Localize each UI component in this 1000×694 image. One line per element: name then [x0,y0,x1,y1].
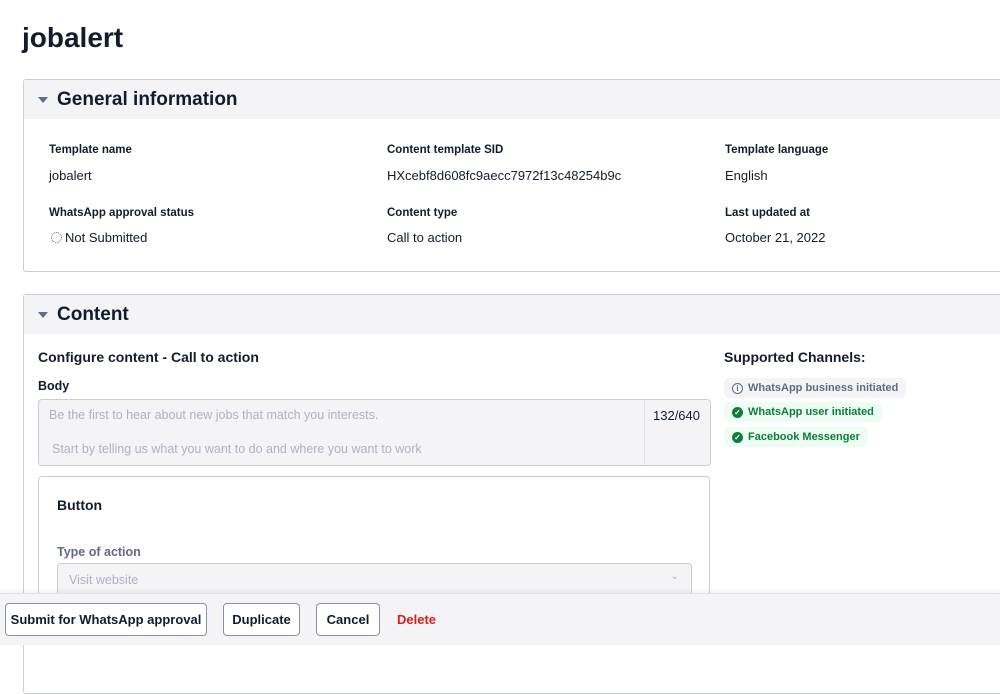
cancel-button[interactable]: Cancel [316,603,380,636]
content-header[interactable]: Content [24,295,1000,334]
field-label: Content template SID [387,144,504,156]
field-label: Template name [49,144,132,156]
select-value: Visit website [69,573,139,587]
last-updated-value: October 21, 2022 [725,230,826,245]
field-label: Content type [387,207,458,219]
body-textarea[interactable]: Be the first to hear about new jobs that… [38,399,711,466]
pending-spinner-icon [51,232,62,243]
channel-badge: ✓ Facebook Messenger [724,427,868,447]
language-value: English [725,168,768,183]
check-circle-icon: ✓ [732,431,743,443]
channel-label: Facebook Messenger [748,431,860,443]
content-type-value: Call to action [387,230,463,245]
char-count: 132/640 [653,408,700,423]
channel-badge: ✓ WhatsApp user initiated [724,402,882,422]
button-card: Button Type of action Visit website ⌄ [38,476,710,626]
section-title: General information [57,88,238,110]
field-label: Last updated at [725,207,810,219]
collapse-triangle-icon[interactable] [38,311,48,318]
button-card-title: Button [57,497,103,513]
submit-for-approval-button[interactable]: Submit for WhatsApp approval [5,603,207,636]
channels-title: Supported Channels: [724,349,866,365]
delete-button[interactable]: Delete [397,612,437,627]
chevron-down-icon: ⌄ [670,571,679,582]
body-label: Body [38,379,70,393]
channel-badge: i WhatsApp business initiated [724,378,907,398]
template-name-value: jobalert [49,168,92,183]
field-label: WhatsApp approval status [49,207,195,219]
configure-title: Configure content - Call to action [38,349,259,365]
field-label: Template language [725,144,829,156]
channel-label: WhatsApp user initiated [748,406,874,418]
type-of-action-select[interactable]: Visit website ⌄ [57,563,692,596]
duplicate-button[interactable]: Duplicate [223,603,300,636]
general-information-header[interactable]: General information [24,80,1000,119]
type-of-action-label: Type of action [57,545,141,559]
sid-value: HXcebf8d608fc9aecc7972f13c48254b9c [387,168,622,183]
body-line: Be the first to hear about new jobs that… [49,408,379,422]
section-title: Content [57,303,129,325]
info-icon: i [732,382,743,394]
collapse-triangle-icon[interactable] [38,96,48,103]
approval-status: Not Submitted [51,230,147,245]
channel-label: WhatsApp business initiated [748,382,899,394]
approval-status-value: Not Submitted [65,230,148,245]
check-circle-icon: ✓ [732,406,743,418]
body-line: Start by telling us what you want to do … [52,442,422,456]
page-title: jobalert [22,22,124,53]
general-information-section: General information [23,79,1000,272]
